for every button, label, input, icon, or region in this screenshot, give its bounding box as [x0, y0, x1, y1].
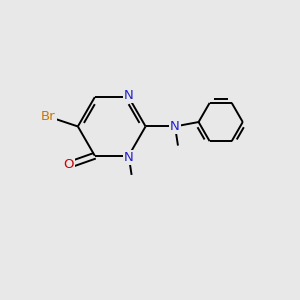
Text: N: N [170, 120, 180, 133]
Text: N: N [124, 151, 134, 164]
Text: N: N [124, 89, 134, 102]
Text: O: O [63, 158, 74, 171]
Text: Br: Br [41, 110, 56, 123]
